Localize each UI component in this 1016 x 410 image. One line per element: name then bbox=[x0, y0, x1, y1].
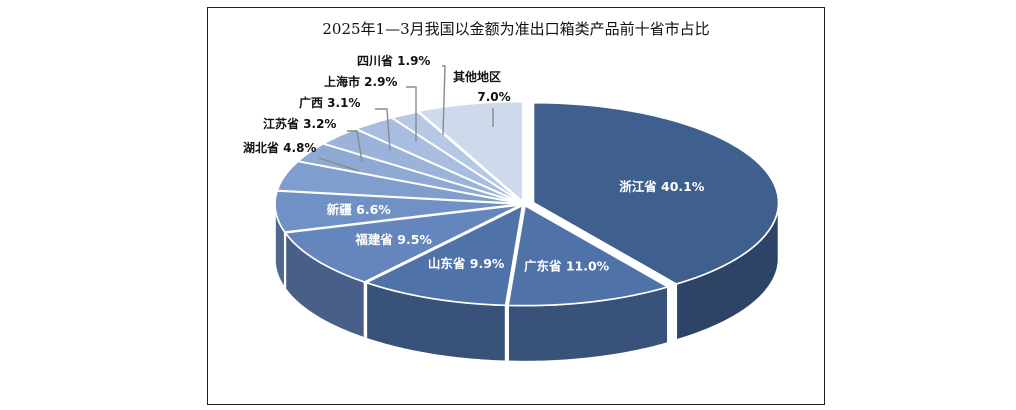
pie-tops bbox=[274, 100, 780, 307]
slice-4 bbox=[274, 190, 521, 233]
slice-label-7: 广西 3.1% bbox=[299, 95, 360, 110]
slice-2 bbox=[365, 204, 524, 307]
slice-label-3: 福建省 9.5% bbox=[354, 232, 432, 247]
leader-line-9 bbox=[442, 65, 446, 136]
chart-title: 2025年1—3月我国以金额为准出口箱类产品前十省市占比 bbox=[322, 20, 710, 38]
slice-10 bbox=[417, 100, 524, 203]
slice-label-4: 新疆 6.6% bbox=[327, 202, 391, 217]
leader-lines bbox=[318, 65, 494, 172]
slice-1 bbox=[507, 204, 669, 307]
pie-sides bbox=[274, 202, 780, 363]
slice-6 bbox=[297, 143, 522, 204]
slice-7 bbox=[322, 128, 522, 204]
slice-labels: 浙江省 40.1% 广东省 11.0% 山东省 9.9% 福建省 9.5% 新疆 6.6… bbox=[243, 53, 705, 273]
slice-label-8: 上海市 2.9% bbox=[324, 74, 397, 89]
slice-3 bbox=[284, 204, 522, 283]
slice-label-6: 江苏省 3.2% bbox=[263, 116, 336, 131]
leader-line-8 bbox=[406, 86, 417, 142]
slice-label-10-name: 其他地区 bbox=[453, 69, 501, 84]
slice-label-0: 浙江省 40.1% bbox=[619, 179, 705, 194]
slice-label-1: 广东省 11.0% bbox=[524, 258, 610, 273]
slice-5 bbox=[276, 160, 521, 205]
slice-0 bbox=[532, 101, 780, 285]
slice-label-2: 山东省 9.9% bbox=[428, 256, 505, 271]
leader-line-7 bbox=[375, 108, 391, 151]
pie-chart: 浙江省 40.1% 广东省 11.0% 山东省 9.9% 福建省 9.5% 新疆 6.6… bbox=[243, 53, 780, 363]
slice-label-10-value: 7.0% bbox=[477, 90, 510, 104]
slice-8 bbox=[355, 117, 523, 204]
slice-label-9: 四川省 1.9% bbox=[357, 53, 430, 68]
leader-line-6 bbox=[347, 130, 363, 163]
leader-line-5 bbox=[318, 157, 360, 172]
slice-label-5: 湖北省 4.8% bbox=[243, 140, 316, 155]
